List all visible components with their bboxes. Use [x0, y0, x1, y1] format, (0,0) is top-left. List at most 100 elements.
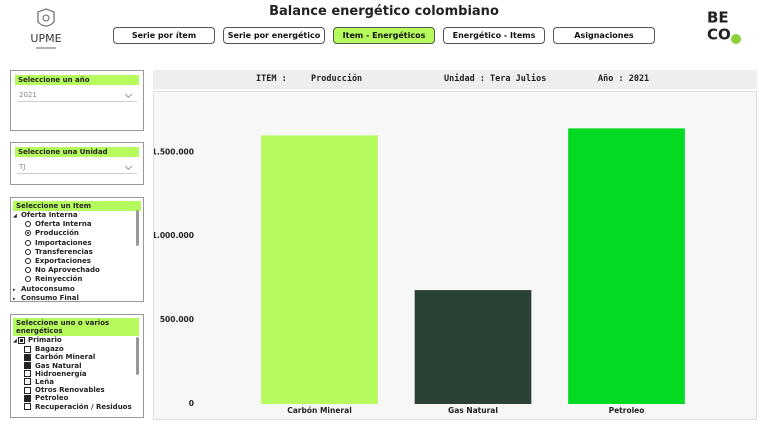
- radio[interactable]: [25, 221, 31, 228]
- unit-label: Unidad : Tera Julios: [444, 74, 547, 84]
- radio[interactable]: [25, 257, 31, 264]
- year-label: Año : 2021: [598, 74, 650, 84]
- option-label: Gas Natural: [35, 361, 82, 370]
- panel-header: Seleccione un Item: [13, 201, 141, 211]
- logo-co: CO: [707, 26, 731, 44]
- item-option[interactable]: Importaciones: [13, 239, 143, 248]
- energy-option[interactable]: Petroleo: [13, 394, 143, 402]
- beco-logo: BE CO: [707, 9, 741, 44]
- item-list: ◢ Oferta Interna Oferta Interna Producción I…: [11, 211, 143, 302]
- item-option[interactable]: Producción: [13, 229, 143, 238]
- panel-header: Seleccione una Unidad: [15, 147, 139, 157]
- option-label: Oferta Interna: [35, 220, 92, 229]
- expander: ▸: [13, 295, 16, 302]
- summary-bar: ITEM : Producción Unidad : Tera Julios A…: [153, 70, 757, 89]
- bar: [568, 128, 685, 404]
- chart: 0 500.000 1.000.000 1.500.000 Carbón Mineral…: [152, 128, 685, 415]
- tab[interactable]: Serie por energético: [223, 27, 325, 44]
- bar: [414, 290, 532, 404]
- energy-option[interactable]: Recuperación / Residuos: [13, 403, 143, 411]
- energy-option[interactable]: Bagazo: [13, 345, 143, 353]
- checkbox[interactable]: [24, 386, 31, 394]
- option-label: Bagazo: [35, 345, 64, 354]
- radio[interactable]: [25, 276, 31, 283]
- tab[interactable]: Asignaciones: [553, 27, 655, 44]
- energy-option[interactable]: Hidroenergía: [13, 370, 143, 378]
- checkbox[interactable]: [24, 403, 31, 410]
- logo-be: BE: [707, 9, 729, 27]
- tab[interactable]: Energético - Items: [443, 27, 545, 44]
- option-label: Leña: [35, 377, 54, 386]
- energy-option[interactable]: Gas Natural: [13, 362, 143, 370]
- checkbox[interactable]: [24, 345, 31, 353]
- option-label: Carbón Mineral: [35, 353, 96, 362]
- bar: [261, 135, 378, 404]
- y-tick-label: 1.500.000: [154, 147, 194, 156]
- option-label: Recuperación / Residuos: [35, 402, 132, 411]
- checkbox[interactable]: [24, 394, 31, 402]
- y-tick-label: 1.000.000: [154, 231, 194, 240]
- energy-panel: Seleccione uno o varios energéticos ◢ Pri…: [10, 314, 144, 418]
- tree-group[interactable]: ◢ Oferta Interna: [13, 211, 143, 220]
- y-tick-label: 0: [189, 399, 194, 408]
- tree-group[interactable]: ▸ Autoconsumo: [13, 285, 143, 294]
- item-option[interactable]: Transferencias: [13, 248, 143, 257]
- checkbox[interactable]: [24, 370, 31, 378]
- option-label: Petroleo: [35, 394, 69, 403]
- group-name: Primario: [28, 336, 62, 344]
- group-name: Oferta Interna: [21, 211, 78, 219]
- option-label: Producción: [35, 229, 79, 238]
- tree-group[interactable]: ▸ Consumo Final: [13, 293, 143, 302]
- group-name: Autoconsumo: [21, 284, 75, 293]
- expander: ◢: [13, 213, 17, 219]
- upme-logo: UPME: [30, 8, 62, 49]
- energy-option[interactable]: Carbón Mineral: [13, 353, 143, 361]
- scrollbar: [136, 337, 139, 375]
- unit-panel: Seleccione una Unidad TJ: [10, 142, 144, 185]
- option-label: Transferencias: [35, 247, 93, 256]
- radio[interactable]: [25, 230, 31, 237]
- group-box[interactable]: [18, 336, 25, 344]
- radio[interactable]: [25, 239, 31, 246]
- item-option[interactable]: Exportaciones: [13, 257, 143, 266]
- tab[interactable]: Item - Energéticos: [333, 27, 435, 44]
- panel-header: Seleccione un año: [15, 75, 139, 85]
- x-tick-label: Carbón Mineral: [287, 406, 352, 415]
- option-label: Otros Renovables: [35, 386, 105, 395]
- item-option[interactable]: Oferta Interna: [13, 220, 143, 229]
- y-tick-label: 500.000: [160, 315, 194, 324]
- tab[interactable]: Serie por ítem: [113, 27, 215, 44]
- checkbox[interactable]: [24, 353, 31, 361]
- item-panel: Seleccione un Item ◢ Oferta Interna Oferta…: [10, 197, 144, 302]
- option-label: Reinyección: [35, 275, 83, 284]
- panel-header: Seleccione uno o varios energéticos: [13, 318, 139, 336]
- option-label: No Aprovechado: [35, 266, 100, 275]
- year-panel: Seleccione un año 2021: [10, 70, 144, 131]
- item-option[interactable]: Reinyección: [13, 275, 143, 284]
- expander: ◢: [13, 338, 17, 344]
- checkbox[interactable]: [24, 378, 31, 386]
- item-value: Producción: [311, 74, 363, 84]
- checkbox[interactable]: [24, 362, 31, 370]
- radio[interactable]: [25, 267, 31, 274]
- option-label: Exportaciones: [35, 256, 91, 265]
- tab-bar: Serie por ítem Serie por energético Item -…: [113, 27, 655, 44]
- year-dropdown[interactable]: 2021: [17, 89, 137, 102]
- radio[interactable]: [25, 248, 31, 255]
- energy-option[interactable]: Leña: [13, 378, 143, 386]
- group-name: Consumo Final: [21, 293, 79, 302]
- x-tick-label: Gas Natural: [448, 406, 498, 415]
- option-label: Hidroenergía: [35, 369, 87, 378]
- item-option[interactable]: No Aprovechado: [13, 266, 143, 275]
- energy-option[interactable]: Otros Renovables: [13, 386, 143, 394]
- scrollbar: [136, 210, 139, 246]
- item-label: ITEM :: [256, 74, 287, 84]
- x-tick-label: Petroleo: [609, 406, 645, 415]
- energy-list: ◢ Primario Bagazo Carbón Mineral Gas Natural…: [11, 336, 143, 411]
- option-label: Importaciones: [35, 238, 92, 247]
- unit-dropdown[interactable]: TJ: [17, 161, 137, 174]
- tree-group[interactable]: ◢ Primario: [13, 336, 143, 345]
- upme-text: UPME: [30, 32, 61, 45]
- page-title: Balance energético colombiano: [269, 4, 499, 19]
